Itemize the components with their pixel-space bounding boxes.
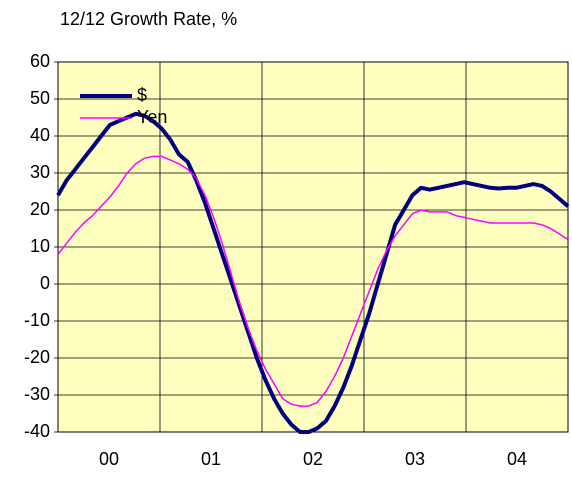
y-tick-label: -10	[24, 310, 50, 330]
x-tick-label: 02	[303, 449, 323, 469]
x-tick-label: 03	[405, 449, 425, 469]
y-tick-label: -30	[24, 384, 50, 404]
y-tick-label: 30	[30, 162, 50, 182]
y-tick-label: 60	[30, 51, 50, 71]
x-tick-label: 04	[507, 449, 527, 469]
y-tick-label: 10	[30, 236, 50, 256]
y-tick-label: -20	[24, 347, 50, 367]
y-tick-label: 50	[30, 88, 50, 108]
legend-label: Yen	[137, 107, 167, 127]
x-tick-label: 00	[99, 449, 119, 469]
y-tick-label: 20	[30, 199, 50, 219]
legend-label: $	[137, 85, 147, 105]
chart-title: 12/12 Growth Rate, %	[60, 9, 237, 29]
series-line	[57, 155, 569, 407]
y-tick-label: -40	[24, 421, 50, 441]
y-tick-label: 0	[40, 273, 50, 293]
x-tick-label: 01	[201, 449, 221, 469]
series-line	[56, 111, 570, 434]
y-tick-label: 40	[30, 125, 50, 145]
